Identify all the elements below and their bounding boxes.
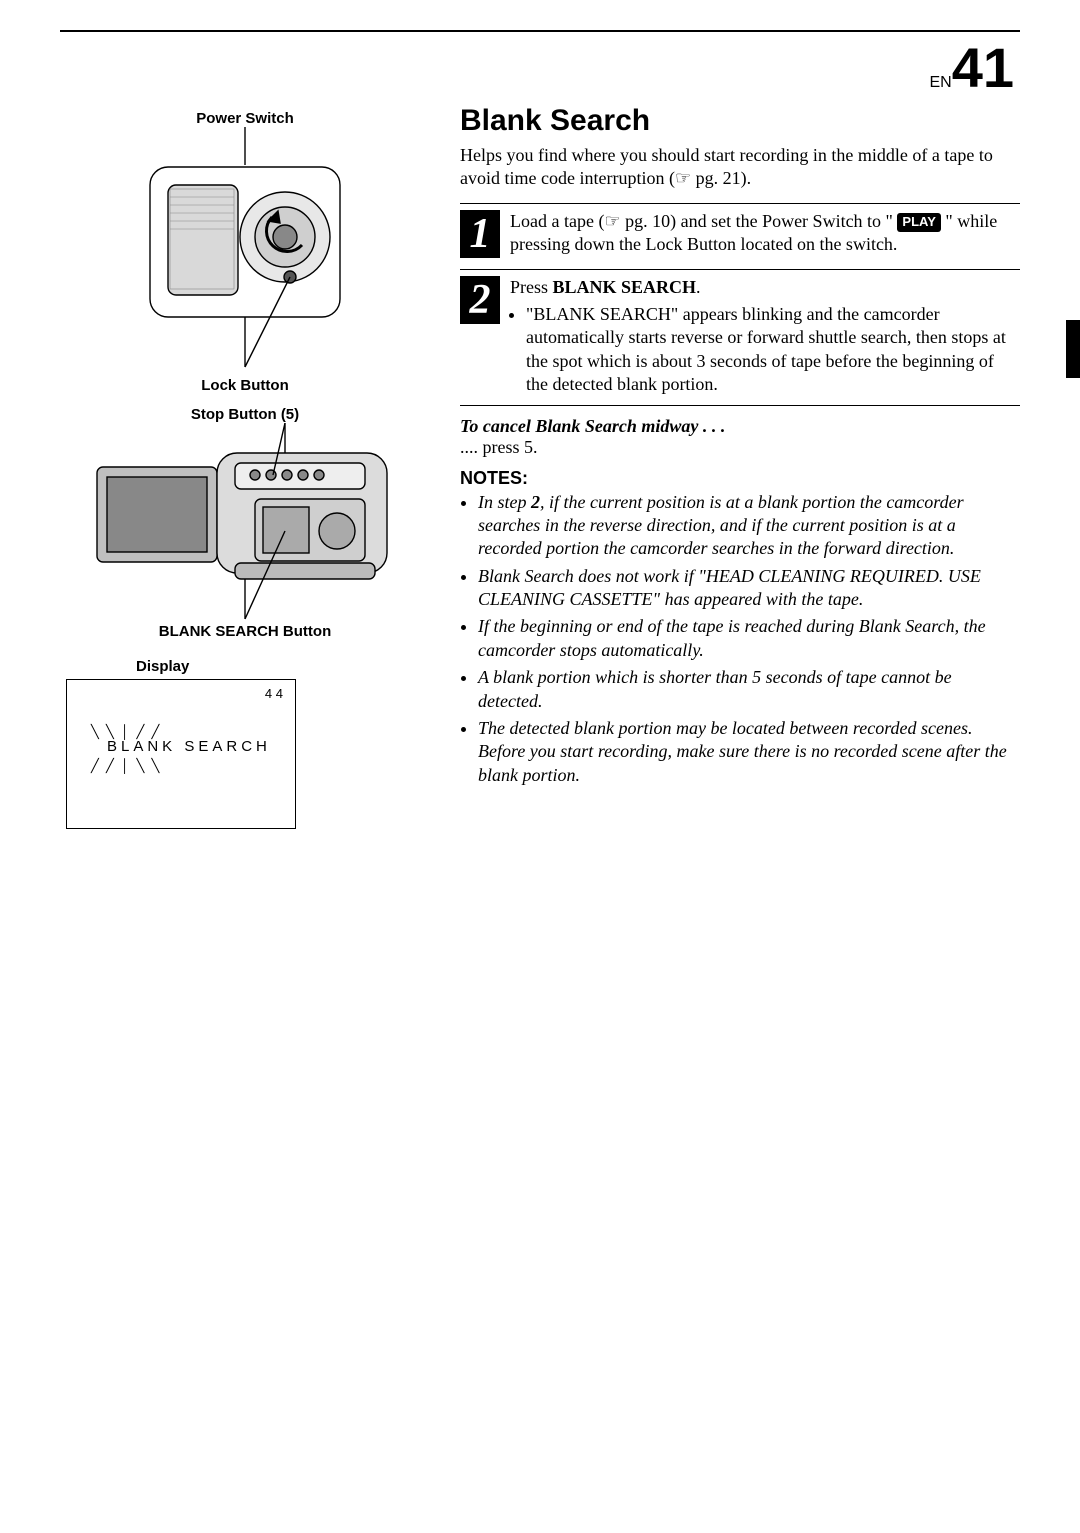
note-item: In step 2, if the current position is at… bbox=[478, 491, 1020, 561]
intro-text: Helps you find where you should start re… bbox=[460, 144, 1020, 191]
step2-lead-c: . bbox=[696, 277, 701, 297]
camcorder-rear-illustration bbox=[110, 127, 380, 377]
step1-a: Load a tape ( bbox=[510, 211, 604, 231]
intro-part-b: pg. 21). bbox=[691, 168, 751, 188]
ray-icon: ╱ ╱ │ ╲ ╲ bbox=[91, 758, 159, 774]
fig1-label-top: Power Switch bbox=[60, 110, 430, 127]
camcorder-side-illustration bbox=[85, 423, 405, 623]
reference-icon: ☞ bbox=[604, 211, 620, 231]
step1-b: pg. 10) and set the Power Switch to " bbox=[621, 211, 898, 231]
step-number: 1 bbox=[460, 210, 500, 258]
step-2-body: Press BLANK SEARCH. "BLANK SEARCH" appea… bbox=[510, 276, 1020, 397]
section-title: Blank Search bbox=[460, 104, 1020, 138]
notes-heading: NOTES: bbox=[460, 468, 1020, 489]
display-box: 4 4 ╲ ╲ │ ╱ ╱ BLANK SEARCH ╱ ╱ │ ╲ ╲ bbox=[66, 679, 296, 829]
step2-lead-a: Press bbox=[510, 277, 553, 297]
section-tab bbox=[1066, 320, 1080, 378]
display-heading: Display bbox=[136, 658, 430, 675]
display-time: 4 4 bbox=[265, 686, 283, 701]
note-item: If the beginning or end of the tape is r… bbox=[478, 615, 1020, 662]
page-number: EN41 bbox=[60, 40, 1020, 96]
note-item: The detected blank portion may be locate… bbox=[478, 717, 1020, 787]
page-prefix: EN bbox=[929, 74, 951, 91]
page-number-value: 41 bbox=[952, 36, 1014, 99]
cancel-heading: To cancel Blank Search midway . . . bbox=[460, 416, 1020, 437]
reference-icon: ☞ bbox=[675, 168, 691, 188]
note0-b: 2 bbox=[531, 492, 540, 512]
note-item: A blank portion which is shorter than 5 … bbox=[478, 666, 1020, 713]
step-1: 1 Load a tape (☞ pg. 10) and set the Pow… bbox=[460, 203, 1020, 269]
step-number: 2 bbox=[460, 276, 500, 324]
note-item: Blank Search does not work if "HEAD CLEA… bbox=[478, 565, 1020, 612]
note0-a: In step bbox=[478, 492, 531, 512]
step2-lead-b: BLANK SEARCH bbox=[553, 277, 697, 297]
display-text: BLANK SEARCH bbox=[107, 738, 271, 755]
step-2: 2 Press BLANK SEARCH. "BLANK SEARCH" app… bbox=[460, 269, 1020, 406]
fig2-label-top: Stop Button (5) bbox=[60, 406, 430, 423]
step-1-body: Load a tape (☞ pg. 10) and set the Power… bbox=[510, 210, 1020, 261]
play-badge: PLAY bbox=[897, 213, 940, 232]
fig2-label-bottom: BLANK SEARCH Button bbox=[60, 623, 430, 640]
notes-list: In step 2, if the current position is at… bbox=[460, 491, 1020, 788]
figure-blank-search: Stop Button (5) bbox=[60, 406, 430, 640]
note0-c: , if the current position is at a blank … bbox=[478, 492, 964, 559]
step2-bullet: "BLANK SEARCH" appears blinking and the … bbox=[526, 303, 1020, 397]
fig1-label-bottom: Lock Button bbox=[60, 377, 430, 394]
figure-power-switch: Power Switch bbox=[60, 110, 430, 394]
cancel-body: .... press 5. bbox=[460, 437, 1020, 458]
display-figure: Display 4 4 ╲ ╲ │ ╱ ╱ BLANK SEARCH ╱ ╱ │… bbox=[66, 658, 430, 829]
